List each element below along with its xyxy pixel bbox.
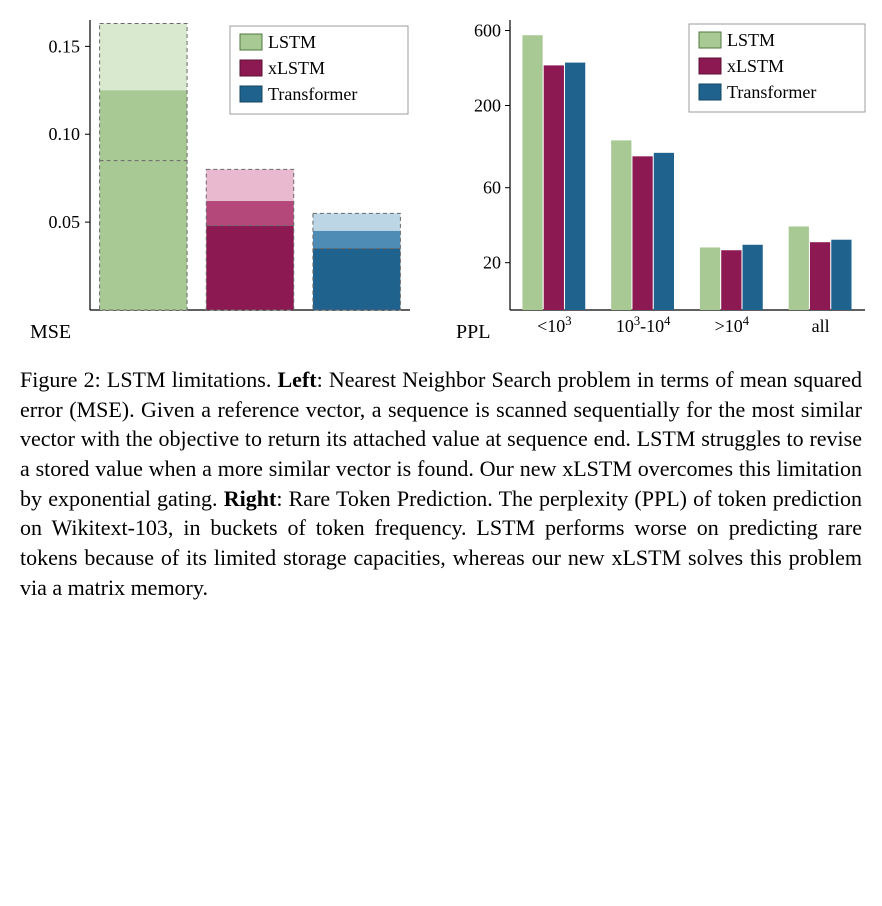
charts-row: 0.05 0.10 0.15 MSE LSTM xLSTM Transformer 20 60… [20,10,862,355]
svg-text:60: 60 [483,178,501,198]
svg-text:LSTM: LSTM [268,32,316,52]
svg-text:xLSTM: xLSTM [268,58,325,78]
svg-text:0.10: 0.10 [49,124,81,144]
svg-text:0.15: 0.15 [49,36,81,56]
svg-text:>104: >104 [715,314,750,336]
svg-text:LSTM: LSTM [727,30,775,50]
svg-text:<103: <103 [537,314,571,336]
left-chart: 0.05 0.10 0.15 MSE LSTM xLSTM Transformer [20,10,430,355]
svg-text:all: all [812,316,830,336]
svg-text:200: 200 [474,96,501,116]
svg-text:20: 20 [483,253,501,273]
svg-text:Transformer: Transformer [727,82,816,102]
svg-text:103-104: 103-104 [616,314,671,336]
svg-text:Transformer: Transformer [268,84,357,104]
figure-caption: Figure 2: LSTM limitations. Left: Neares… [20,365,862,603]
svg-text:MSE: MSE [30,321,71,343]
svg-text:xLSTM: xLSTM [727,56,784,76]
caption-right-bold: Right [224,486,277,511]
caption-left-bold: Left [278,367,317,392]
svg-text:PPL: PPL [456,321,490,343]
left-chart-svg: 0.05 0.10 0.15 MSE LSTM xLSTM Transformer [20,10,430,350]
right-chart-svg: 20 60 200 600 <103 103-104 >104 all PPL LSTM xLSTM… [450,10,880,350]
caption-fignum: Figure 2: LSTM limitations. [20,367,278,392]
svg-text:600: 600 [474,21,501,41]
svg-text:0.05: 0.05 [49,212,81,232]
right-chart: 20 60 200 600 <103 103-104 >104 all PPL LSTM xLSTM… [450,10,880,355]
